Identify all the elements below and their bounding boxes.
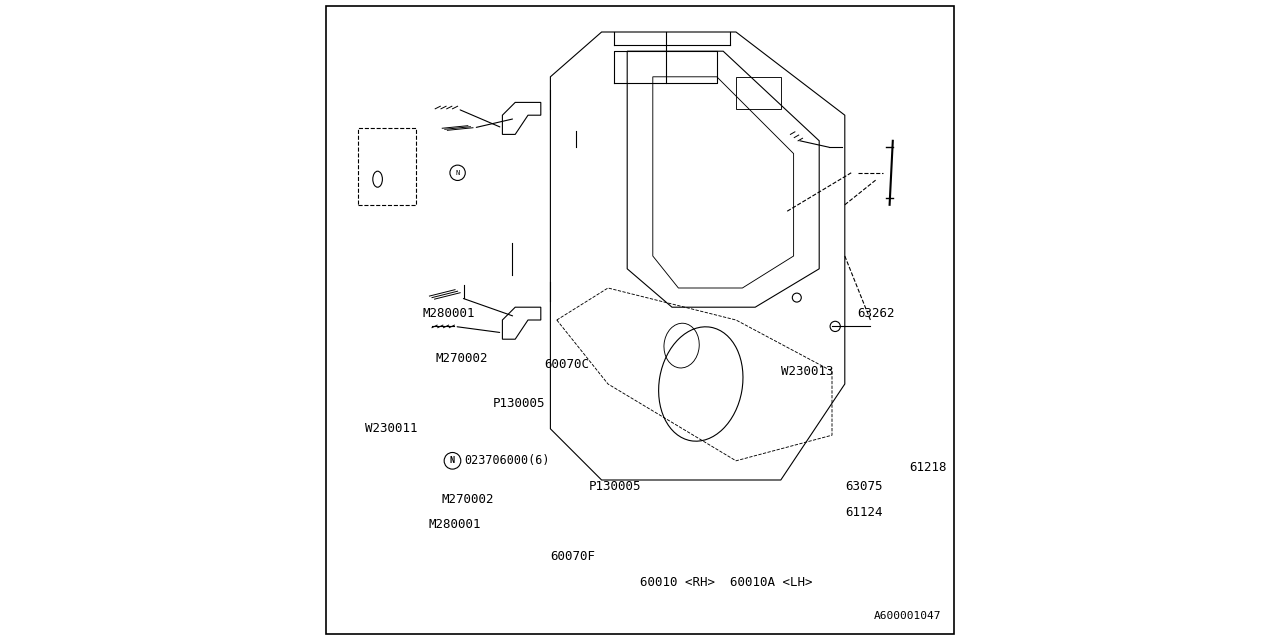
Text: W230013: W230013 [781, 365, 833, 378]
Text: M270002: M270002 [442, 493, 494, 506]
Text: M270002: M270002 [435, 352, 488, 365]
Text: 61218: 61218 [909, 461, 946, 474]
Text: N: N [456, 170, 460, 176]
Text: 60070F: 60070F [550, 550, 595, 563]
Text: M280001: M280001 [429, 518, 481, 531]
Text: 60070C: 60070C [544, 358, 589, 371]
Text: N: N [451, 456, 454, 465]
Text: 63075: 63075 [845, 480, 882, 493]
Text: M280001: M280001 [422, 307, 475, 320]
Text: P130005: P130005 [493, 397, 545, 410]
Text: 61124: 61124 [845, 506, 882, 518]
Text: A600001047: A600001047 [873, 611, 941, 621]
Text: 023706000(6): 023706000(6) [465, 454, 549, 467]
Text: W230011: W230011 [365, 422, 417, 435]
Text: 63262: 63262 [858, 307, 895, 320]
Text: P130005: P130005 [589, 480, 641, 493]
Text: 60010 <RH>  60010A <LH>: 60010 <RH> 60010A <LH> [640, 576, 813, 589]
